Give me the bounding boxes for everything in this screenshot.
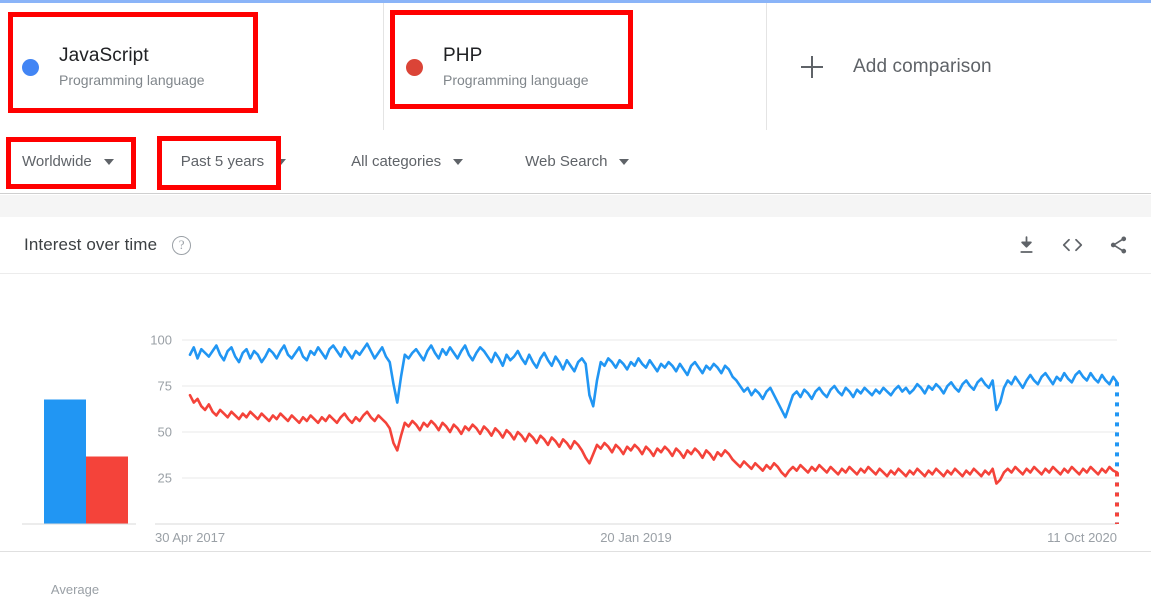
top-accent-bar [0,0,1151,3]
plus-icon [801,55,823,78]
plot-area: 25 50 75 100 30 Apr 2017 20 Jan 2019 11 Oct 20… [0,274,1151,597]
y-axis-tick-50: 50 [158,425,172,440]
filter-location-label: Worldwide [22,153,92,170]
chart-title: Interest over time [24,235,158,254]
interest-over-time-card: Interest over time ? [0,217,1151,597]
comparison-card-php[interactable]: PHP Programming language [384,3,767,130]
comparison-term-title-javascript: JavaScript [59,44,149,66]
help-question-icon[interactable]: ? [172,235,192,255]
average-panel-label: Average [50,582,100,597]
filter-category[interactable]: All categories [351,153,464,170]
share-icon[interactable] [1108,235,1129,256]
filter-time-range-label: Past 5 years [180,153,265,170]
average-bar-php [86,456,128,524]
y-axis-tick-25: 25 [158,471,172,486]
section-gutter [0,195,1151,217]
filter-bar: Worldwide Past 5 years All categories We… [0,130,1151,194]
chevron-down-icon-time-range [276,158,287,165]
series-line-javascript [188,342,1119,419]
series-dot-icon-javascript [22,59,39,76]
filter-category-label: All categories [351,153,442,170]
add-comparison-label: Add comparison [853,55,992,77]
comparison-cards-row: JavaScript Programming language PHP Prog… [0,3,1151,130]
comparison-card-javascript[interactable]: JavaScript Programming language [0,3,384,130]
chevron-down-icon-search-type [619,158,630,165]
filter-search-type-label: Web Search [525,153,608,170]
y-axis-tick-100: 100 [150,333,172,348]
series-dot-icon-php [406,59,423,76]
comparison-term-subtitle-javascript: Programming language [59,71,205,88]
chevron-down-icon-category [453,158,464,165]
comparison-term-title-php: PHP [443,44,483,66]
average-bar-javascript [44,399,86,524]
filter-search-type[interactable]: Web Search [525,153,630,170]
filter-location[interactable]: Worldwide [22,153,114,170]
download-icon[interactable] [1016,235,1037,256]
embed-code-icon[interactable] [1061,235,1084,256]
interest-over-time-chart[interactable]: 25 50 75 100 30 Apr 2017 20 Jan 2019 11 Oct 20… [0,274,1151,551]
chart-header: Interest over time ? [0,217,1151,274]
series-line-php [188,393,1119,485]
filter-time-range[interactable]: Past 5 years [180,153,287,170]
comparison-term-subtitle-php: Programming language [443,71,589,88]
chevron-down-icon-location [103,158,114,165]
x-axis-tick-2: 11 Oct 2020 [1047,530,1117,545]
chart-actions [1016,235,1129,256]
x-axis-tick-1: 20 Jan 2019 [600,530,672,545]
x-axis-tick-0: 30 Apr 2017 [155,530,225,545]
y-axis-tick-75: 75 [158,379,172,394]
add-comparison-button[interactable]: Add comparison [767,3,1151,130]
